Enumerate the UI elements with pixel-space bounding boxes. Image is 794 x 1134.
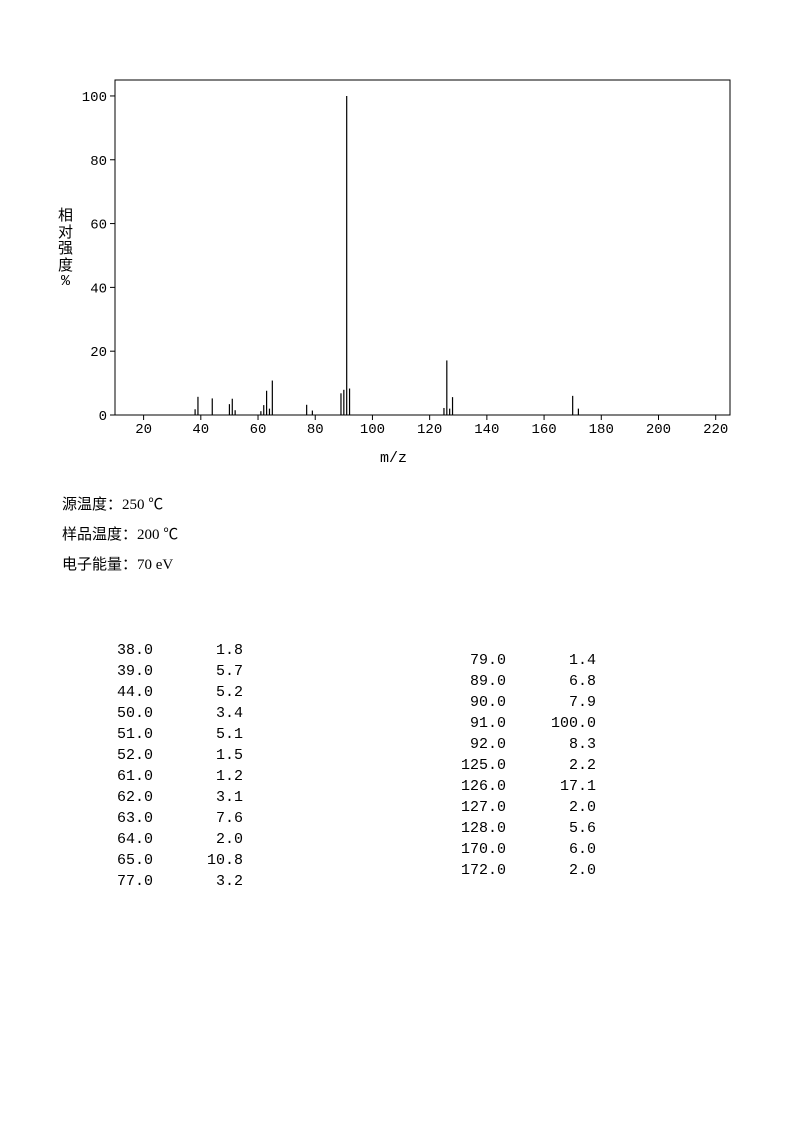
svg-text:160: 160 xyxy=(531,422,556,438)
spectrum-svg: 20 40 60 80 100 120 140 160 180 200 220 0 20 40 60 80 10… xyxy=(60,70,740,440)
metadata-block: 源温度：250 ℃ 样品温度：200 ℃ 电子能量：70 eV xyxy=(62,490,178,580)
mass-spectrum-chart: 20 40 60 80 100 120 140 160 180 200 220 0 20 40 60 80 10… xyxy=(60,70,740,440)
svg-text:40: 40 xyxy=(90,281,107,297)
svg-text:60: 60 xyxy=(90,218,107,234)
svg-text:60: 60 xyxy=(250,422,267,438)
svg-text:200: 200 xyxy=(646,422,671,438)
svg-text:0: 0 xyxy=(99,409,107,425)
svg-text:120: 120 xyxy=(417,422,442,438)
data-column-2: 79.0 1.4 89.0 6.8 90.0 7.9 91.0 100.0 92… xyxy=(443,650,596,892)
svg-text:100: 100 xyxy=(360,422,385,438)
svg-text:20: 20 xyxy=(90,345,107,361)
source-temp-line: 源温度：250 ℃ xyxy=(62,490,178,520)
svg-text:140: 140 xyxy=(474,422,499,438)
svg-text:20: 20 xyxy=(135,422,152,438)
data-table: 38.0 1.8 39.0 5.7 44.0 5.2 50.0 3.4 51.0… xyxy=(90,640,596,892)
electron-energy-line: 电子能量：70 eV xyxy=(62,550,178,580)
svg-text:40: 40 xyxy=(192,422,209,438)
svg-text:80: 80 xyxy=(307,422,324,438)
svg-text:180: 180 xyxy=(589,422,614,438)
x-axis-label: m/z xyxy=(380,450,407,467)
data-column-1: 38.0 1.8 39.0 5.7 44.0 5.2 50.0 3.4 51.0… xyxy=(90,640,243,892)
sample-temp-line: 样品温度：200 ℃ xyxy=(62,520,178,550)
svg-text:80: 80 xyxy=(90,154,107,170)
svg-text:100: 100 xyxy=(82,90,107,106)
svg-text:220: 220 xyxy=(703,422,728,438)
